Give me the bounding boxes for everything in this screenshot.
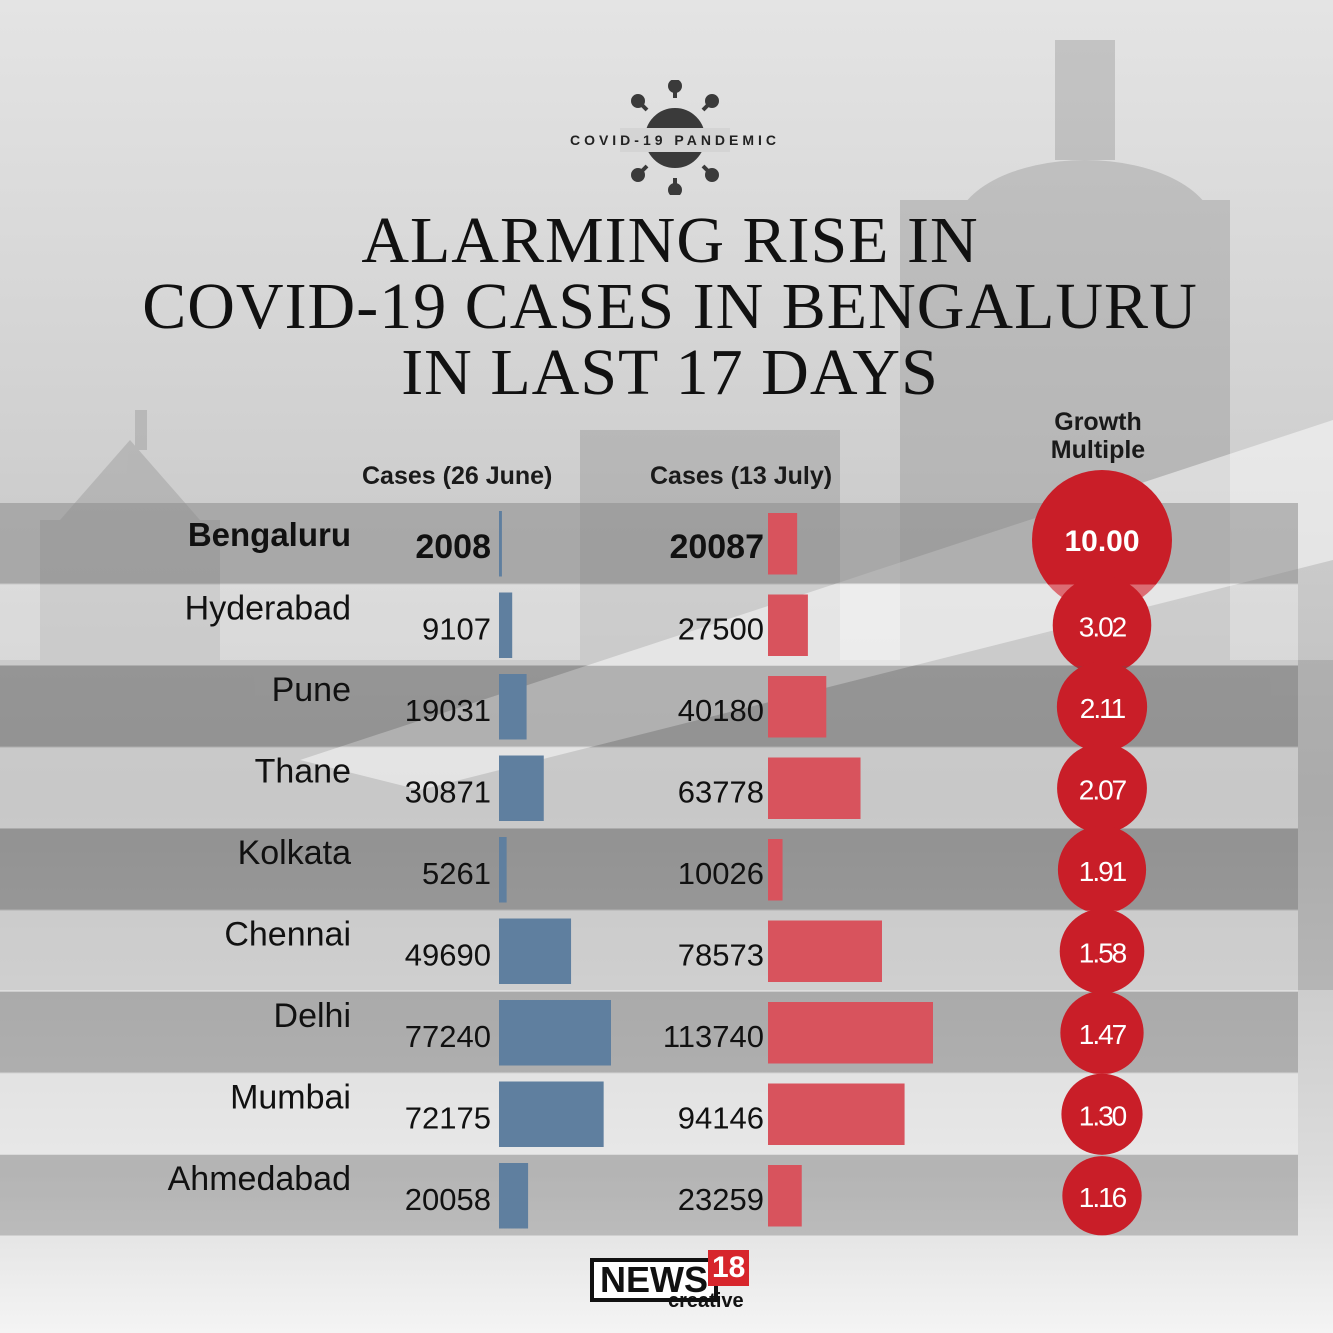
badge-label: COVID-19 PANDEMIC <box>569 132 781 148</box>
chart-title: ALARMING RISE IN COVID-19 CASES IN BENGA… <box>120 208 1220 406</box>
city-label: Bengaluru <box>188 516 351 553</box>
growth-column-header: Growth Multiple <box>1028 408 1168 464</box>
table-row: Pune 19031 40180 2.11 <box>0 661 1298 752</box>
june-value-label: 9107 <box>422 611 491 646</box>
july-value-label: 78573 <box>678 937 764 972</box>
june-value-label: 19031 <box>405 693 491 728</box>
growth-bubble <box>1059 908 1145 994</box>
june-column-header: Cases (26 June) <box>362 462 553 490</box>
july-bar <box>768 757 861 819</box>
growth-value-label: 1.16 <box>1079 1182 1127 1213</box>
july-value-label: 94146 <box>678 1100 764 1135</box>
growth-value-label: 1.91 <box>1079 856 1127 887</box>
july-bar <box>768 513 798 575</box>
growth-bubble <box>1062 1156 1142 1236</box>
growth-bubble <box>1032 470 1172 610</box>
july-value-label: 113740 <box>663 1019 764 1054</box>
table-row: Hyderabad 9107 27500 3.02 <box>0 575 1298 675</box>
growth-bubble <box>1052 575 1152 675</box>
july-value-label: 40180 <box>678 693 764 728</box>
june-value-label: 77240 <box>405 1019 491 1054</box>
city-label: Delhi <box>274 997 351 1035</box>
july-bar <box>768 920 882 982</box>
city-label: Chennai <box>224 915 351 953</box>
logo-subtitle: creative <box>668 1290 744 1312</box>
table-row: Chennai 49690 78573 1.58 <box>0 908 1298 994</box>
july-bar <box>768 839 783 901</box>
june-bar <box>499 837 507 903</box>
title-line-3: IN LAST 17 DAYS <box>401 336 939 409</box>
city-label: Mumbai <box>230 1078 351 1116</box>
virus-icon <box>620 80 730 195</box>
growth-value-label: 2.11 <box>1080 693 1126 724</box>
june-value-label: 2008 <box>415 528 491 566</box>
table-row: Mumbai 72175 94146 1.30 <box>0 1073 1298 1155</box>
june-bar <box>499 511 502 577</box>
june-value-label: 72175 <box>405 1100 491 1135</box>
city-label: Thane <box>255 752 351 790</box>
june-value-label: 20058 <box>405 1182 491 1217</box>
title-line-1: ALARMING RISE IN <box>361 204 979 277</box>
city-label: Hyderabad <box>185 589 351 627</box>
table-row: Ahmedabad 20058 23259 1.16 <box>0 1155 1298 1236</box>
table-row: Bengaluru 2008 20087 10.00 <box>0 470 1298 610</box>
june-value-label: 5261 <box>422 856 491 891</box>
june-bar <box>499 918 572 984</box>
growth-value-label: 1.47 <box>1079 1019 1127 1050</box>
table-row: Delhi 77240 113740 1.47 <box>0 991 1298 1075</box>
june-bar <box>499 674 527 740</box>
growth-bubble <box>1060 991 1144 1075</box>
growth-value-label: 10.00 <box>1064 525 1139 558</box>
news18-logo: NEWS 18 creative <box>590 1250 770 1320</box>
growth-bubble <box>1057 743 1147 834</box>
city-label: Ahmedabad <box>168 1160 351 1198</box>
july-bar <box>768 594 808 656</box>
growth-value-label: 2.07 <box>1079 774 1127 805</box>
growth-bubble <box>1057 825 1147 914</box>
covid-badge: COVID-19 PANDEMIC <box>540 80 810 200</box>
june-value-label: 30871 <box>405 774 491 809</box>
july-column-header: Cases (13 July) <box>650 462 833 490</box>
city-label: Kolkata <box>238 834 351 872</box>
table-row: Thane 30871 63778 2.07 <box>0 743 1298 834</box>
table-row: Kolkata 5261 10026 1.91 <box>0 825 1298 914</box>
june-bar <box>499 1081 604 1147</box>
logo-number: 18 <box>708 1250 750 1286</box>
july-value-label: 63778 <box>678 774 764 809</box>
city-label: Pune <box>272 671 351 709</box>
title-line-2: COVID-19 CASES IN BENGALURU <box>142 270 1198 343</box>
june-value-label: 49690 <box>405 937 491 972</box>
growth-bubble <box>1056 661 1148 752</box>
growth-bubble <box>1061 1073 1143 1155</box>
july-value-label: 27500 <box>678 611 764 646</box>
june-bar <box>499 592 513 658</box>
july-value-label: 23259 <box>678 1182 764 1217</box>
june-bar <box>499 1163 529 1229</box>
growth-header-line-2: Multiple <box>1050 436 1146 464</box>
growth-header-line-1: Growth <box>1054 408 1142 436</box>
july-value-label: 10026 <box>678 856 764 891</box>
growth-value-label: 1.30 <box>1079 1100 1127 1131</box>
july-value-label: 20087 <box>669 528 764 566</box>
july-bar <box>768 1083 905 1145</box>
june-bar <box>499 755 544 821</box>
july-bar <box>768 1002 933 1064</box>
growth-value-label: 3.02 <box>1079 611 1127 642</box>
july-bar <box>768 676 827 738</box>
june-bar <box>499 1000 611 1066</box>
growth-value-label: 1.58 <box>1079 937 1127 968</box>
july-bar <box>768 1165 802 1227</box>
